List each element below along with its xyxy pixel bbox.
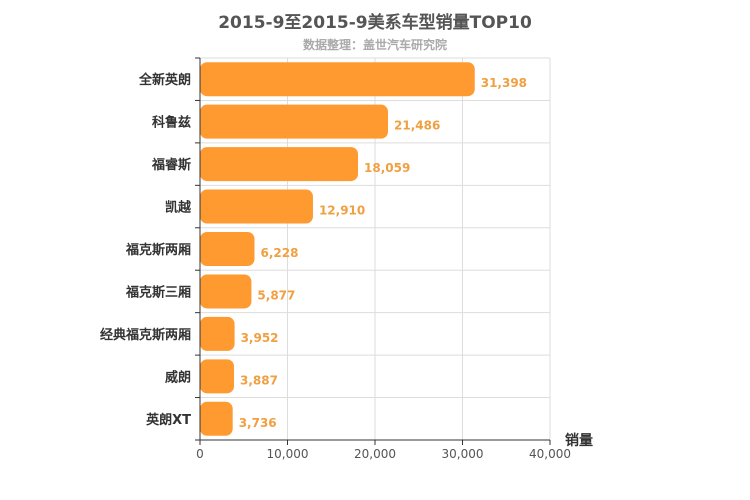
bar xyxy=(200,104,389,139)
category-label: 威朗 xyxy=(165,369,191,385)
chart-title: 2015-9至2015-9美系车型销量TOP10 xyxy=(218,13,532,33)
data-label: 18,059 xyxy=(364,161,410,175)
bars xyxy=(200,62,475,436)
category-label: 经典福克斯两厢 xyxy=(100,327,191,343)
category-label: 科鲁兹 xyxy=(152,115,191,131)
chart-subtitle: 数据整理：盖世汽车研究院 xyxy=(302,38,447,52)
axes xyxy=(195,57,551,445)
bar xyxy=(200,274,252,309)
x-tick-label: 30,000 xyxy=(442,447,484,461)
category-label: 福睿斯 xyxy=(151,157,191,173)
category-label: 英朗XT xyxy=(145,412,191,428)
x-tick-label: 0 xyxy=(196,447,204,461)
bar xyxy=(200,189,313,224)
category-label: 全新英朗 xyxy=(138,72,191,88)
x-tick-label: 40,000 xyxy=(529,447,571,461)
x-axis-title: 销量 xyxy=(565,432,593,449)
bar xyxy=(200,232,255,266)
data-label: 3,952 xyxy=(241,331,279,345)
bar xyxy=(200,316,235,351)
bar xyxy=(200,401,233,436)
x-tick-label: 20,000 xyxy=(354,447,396,461)
category-label: 凯越 xyxy=(165,200,192,216)
category-label: 福克斯三厢 xyxy=(125,284,191,300)
data-label: 12,910 xyxy=(319,204,365,218)
data-label: 3,736 xyxy=(239,416,277,430)
data-label: 31,398 xyxy=(481,76,527,90)
data-label: 21,486 xyxy=(394,119,440,133)
data-label: 6,228 xyxy=(260,246,298,260)
category-label: 福克斯两厢 xyxy=(125,242,191,258)
data-label: 5,877 xyxy=(257,288,295,302)
data-label: 3,887 xyxy=(240,373,278,387)
bar xyxy=(200,147,359,182)
bar xyxy=(200,359,235,394)
bar xyxy=(200,62,475,97)
x-tick-label: 10,000 xyxy=(267,447,309,461)
labels: 0 10,000 20,000 30,000 40,000 全新英朗 31,398 科鲁兹 21… xyxy=(100,72,593,461)
